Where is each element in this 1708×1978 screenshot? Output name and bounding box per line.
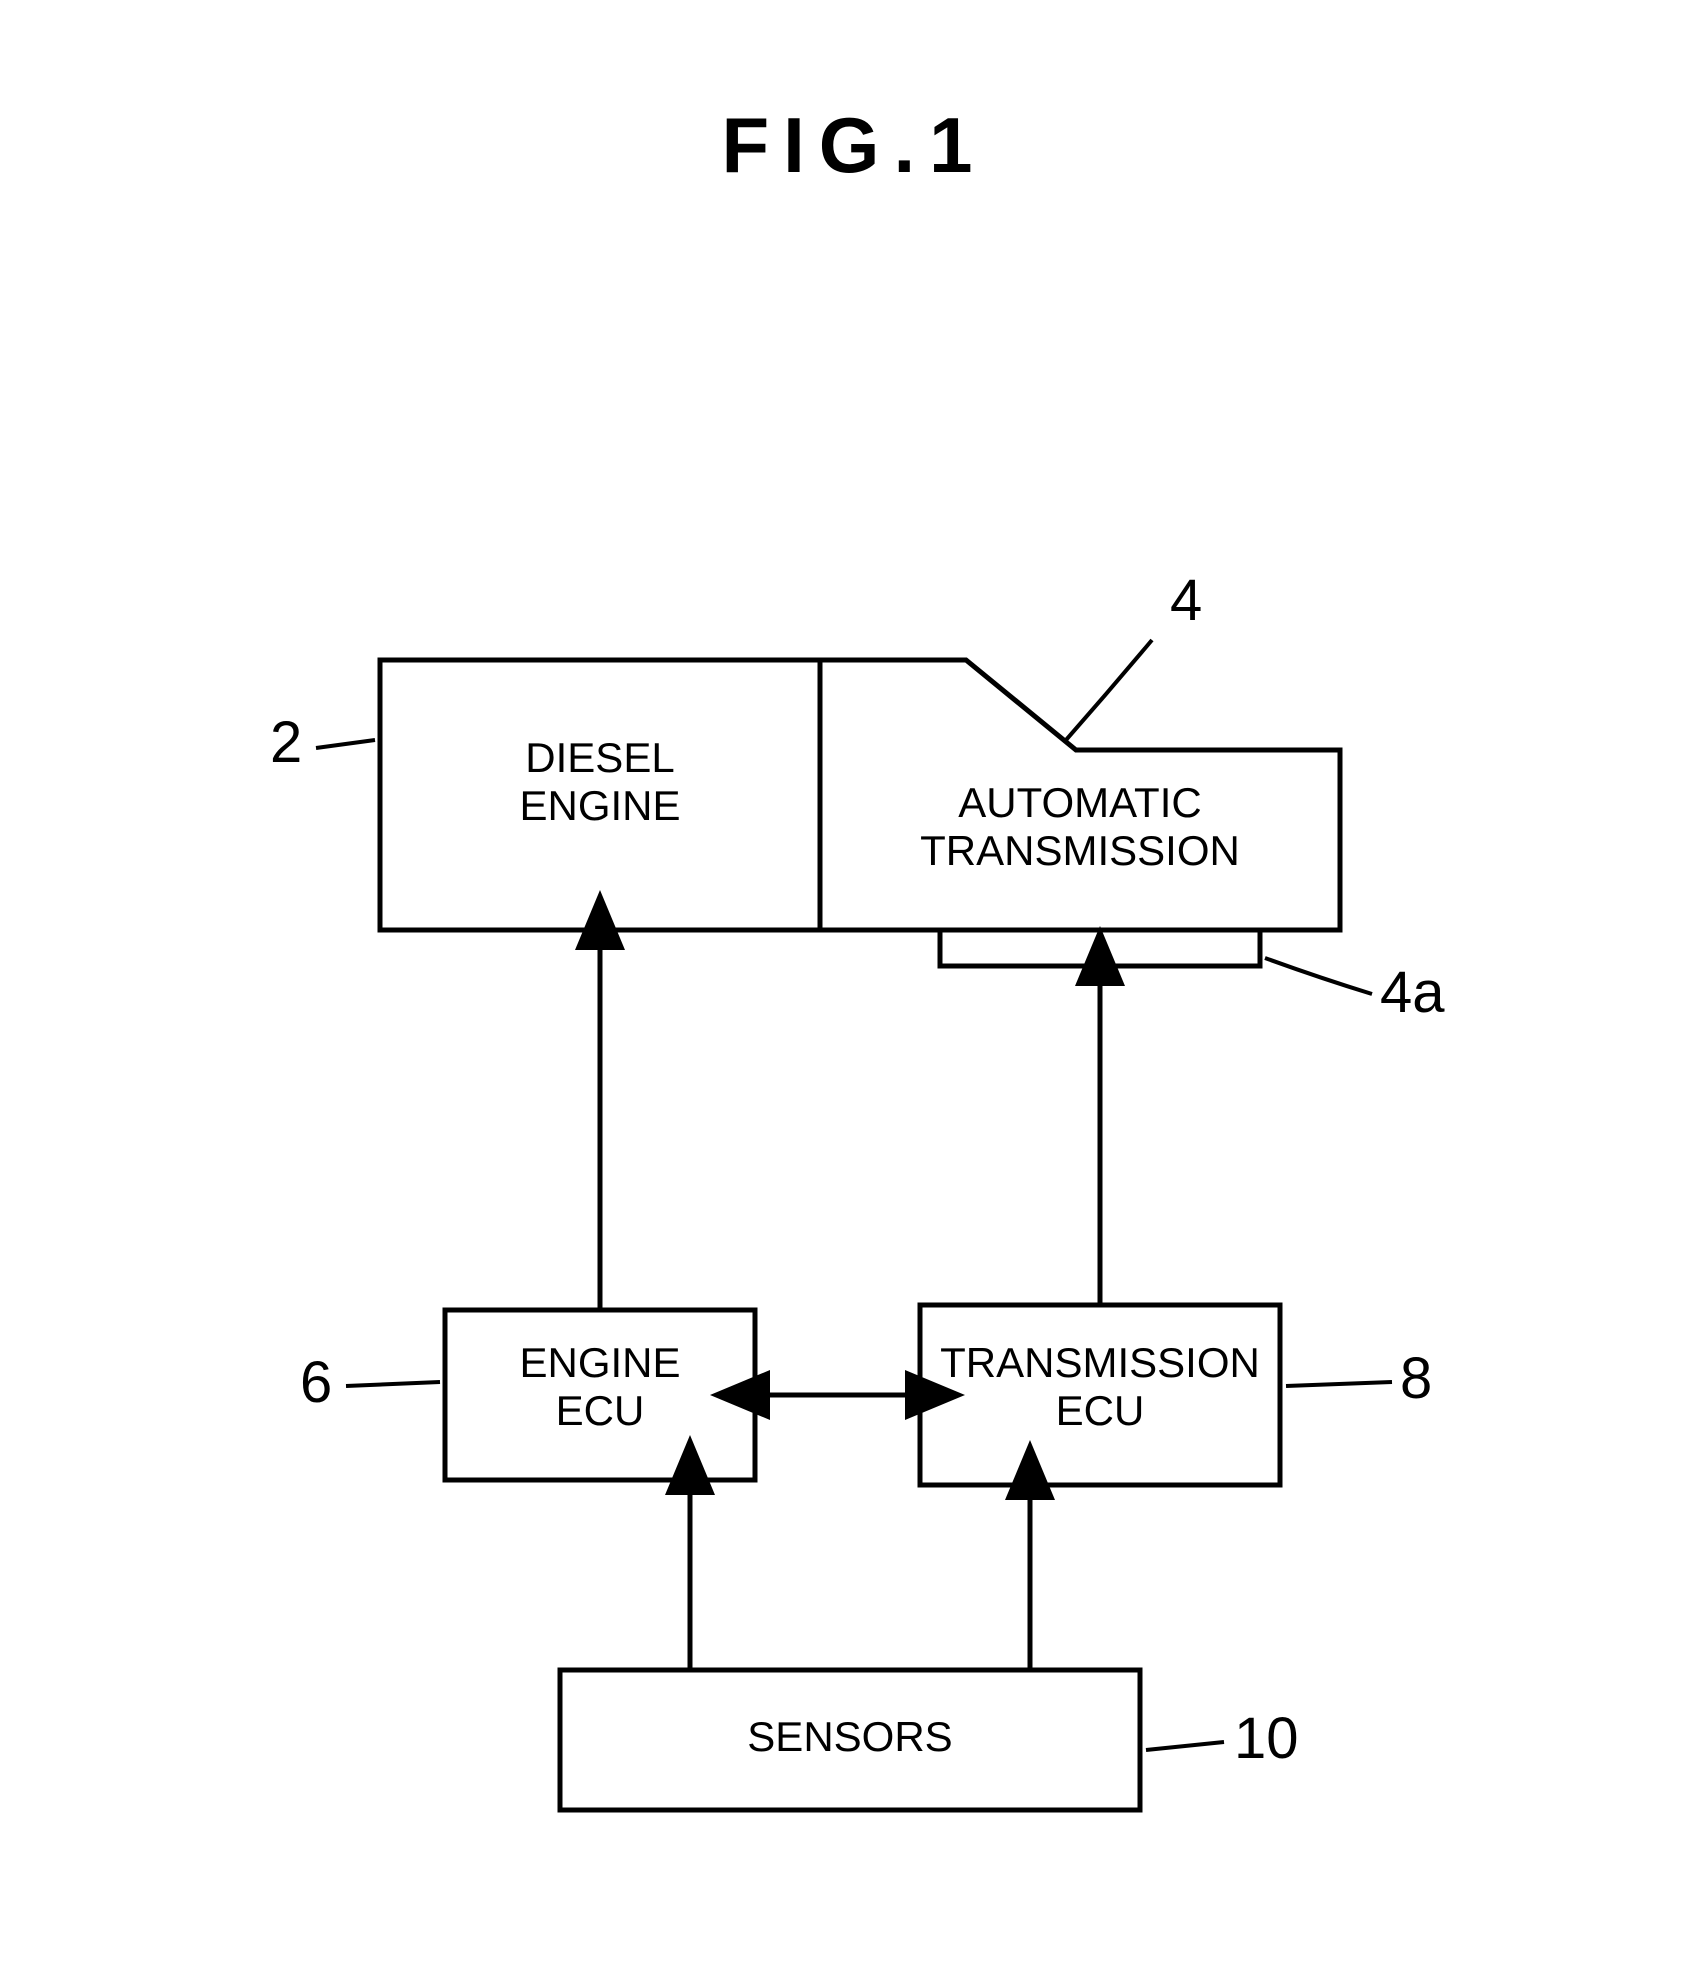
ref-label-8: 8 xyxy=(1400,1346,1432,1411)
auto_trans-label: AUTOMATIC xyxy=(958,779,1201,826)
leader-2 xyxy=(316,740,375,748)
leader-4a xyxy=(1265,958,1372,994)
ref-label-4: 4 xyxy=(1170,568,1202,633)
diesel-label: DIESEL xyxy=(525,734,674,781)
ref-label-10: 10 xyxy=(1234,1706,1299,1771)
trans_ecu-label: TRANSMISSION xyxy=(940,1339,1260,1386)
leader-10 xyxy=(1146,1742,1224,1750)
sensors-label: SENSORS xyxy=(747,1713,952,1760)
ref-label-4a: 4a xyxy=(1380,960,1445,1025)
leader-8 xyxy=(1286,1382,1392,1386)
ref-label-2: 2 xyxy=(270,710,302,775)
leader-4 xyxy=(1066,640,1152,740)
engine_ecu-label: ECU xyxy=(556,1387,645,1434)
diagram-svg: DIESELENGINEAUTOMATICTRANSMISSIONENGINEE… xyxy=(0,0,1708,1978)
engine_ecu-label: ENGINE xyxy=(519,1339,680,1386)
leader-6 xyxy=(346,1382,440,1386)
ref-label-6: 6 xyxy=(300,1350,332,1415)
trans_ecu-label: ECU xyxy=(1056,1387,1145,1434)
small_4a-box xyxy=(940,930,1260,966)
auto_trans-label: TRANSMISSION xyxy=(920,827,1240,874)
diesel-label: ENGINE xyxy=(519,782,680,829)
